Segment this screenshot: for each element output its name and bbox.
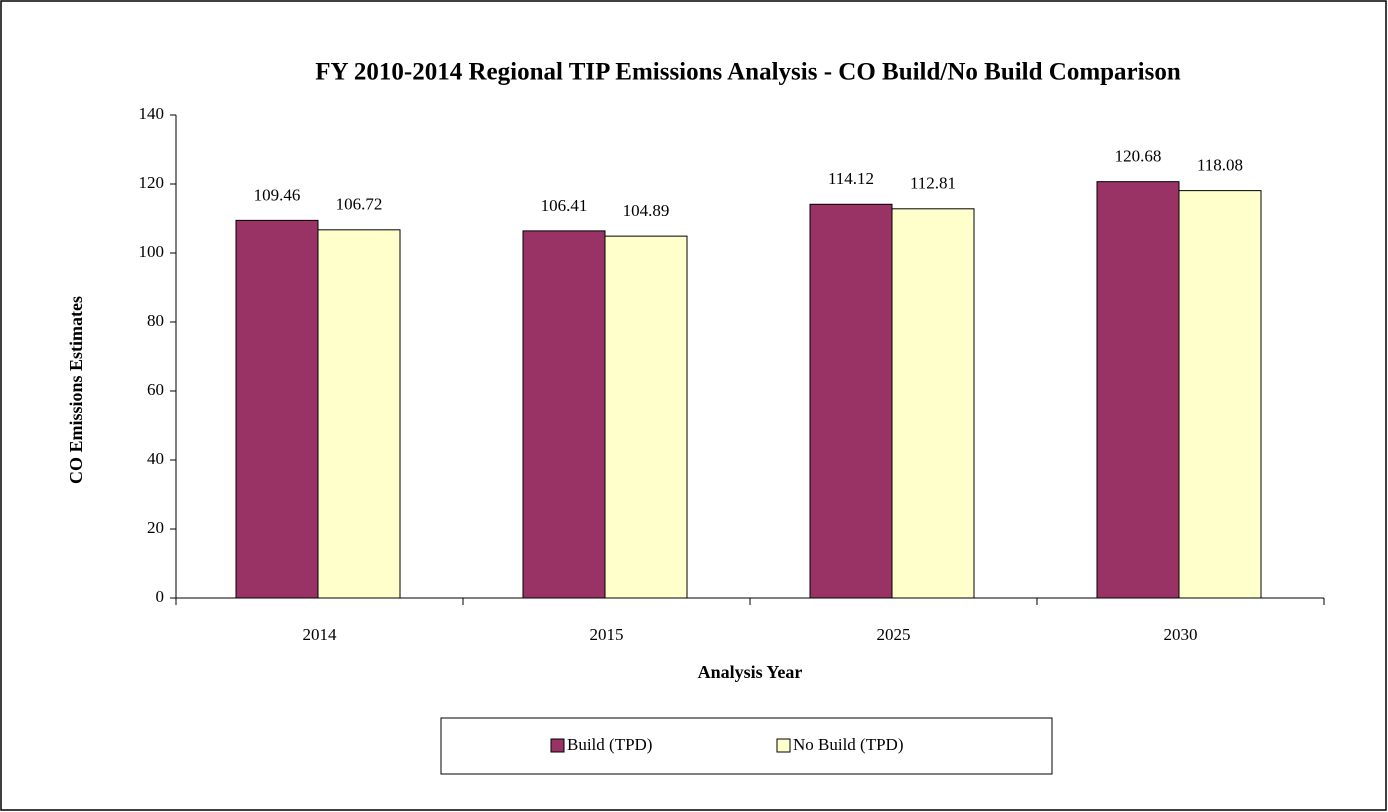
bar — [809, 203, 893, 599]
y-tick-label: 0 — [156, 587, 165, 606]
data-label: 109.46 — [254, 185, 301, 204]
bar — [1178, 190, 1262, 599]
bar — [317, 229, 401, 599]
y-tick-label: 60 — [147, 380, 164, 399]
y-tick-label: 80 — [147, 311, 164, 330]
bar — [604, 235, 688, 599]
y-tick-label: 120 — [139, 173, 165, 192]
bar — [522, 230, 606, 599]
y-axis-label: CO Emissions Estimates — [66, 296, 86, 484]
x-tick-label: 2030 — [1164, 625, 1198, 644]
y-tick-label: 20 — [147, 518, 164, 537]
x-tick-label: 2015 — [590, 625, 624, 644]
legend-box — [440, 717, 1053, 775]
y-tick-label: 100 — [139, 242, 165, 261]
y-tick-label: 40 — [147, 449, 164, 468]
chart-title: FY 2010-2014 Regional TIP Emissions Anal… — [315, 59, 1181, 86]
legend-label: No Build (TPD) — [793, 735, 904, 754]
legend-label: Build (TPD) — [567, 735, 652, 754]
data-label: 114.12 — [828, 169, 874, 188]
x-tick-label: 2014 — [303, 625, 338, 644]
bar — [891, 208, 975, 599]
legend-swatch — [776, 738, 791, 753]
y-tick-label: 140 — [139, 104, 165, 123]
data-label: 118.08 — [1197, 156, 1243, 175]
bar — [1096, 181, 1180, 599]
data-label: 106.41 — [541, 196, 588, 215]
data-label: 112.81 — [910, 174, 956, 193]
data-label: 106.72 — [336, 195, 383, 214]
data-label: 104.89 — [623, 201, 670, 220]
x-axis-label: Analysis Year — [698, 662, 803, 682]
bar — [235, 219, 319, 599]
legend-swatch — [550, 738, 565, 753]
x-tick-label: 2025 — [877, 625, 911, 644]
data-label: 120.68 — [1115, 147, 1162, 166]
